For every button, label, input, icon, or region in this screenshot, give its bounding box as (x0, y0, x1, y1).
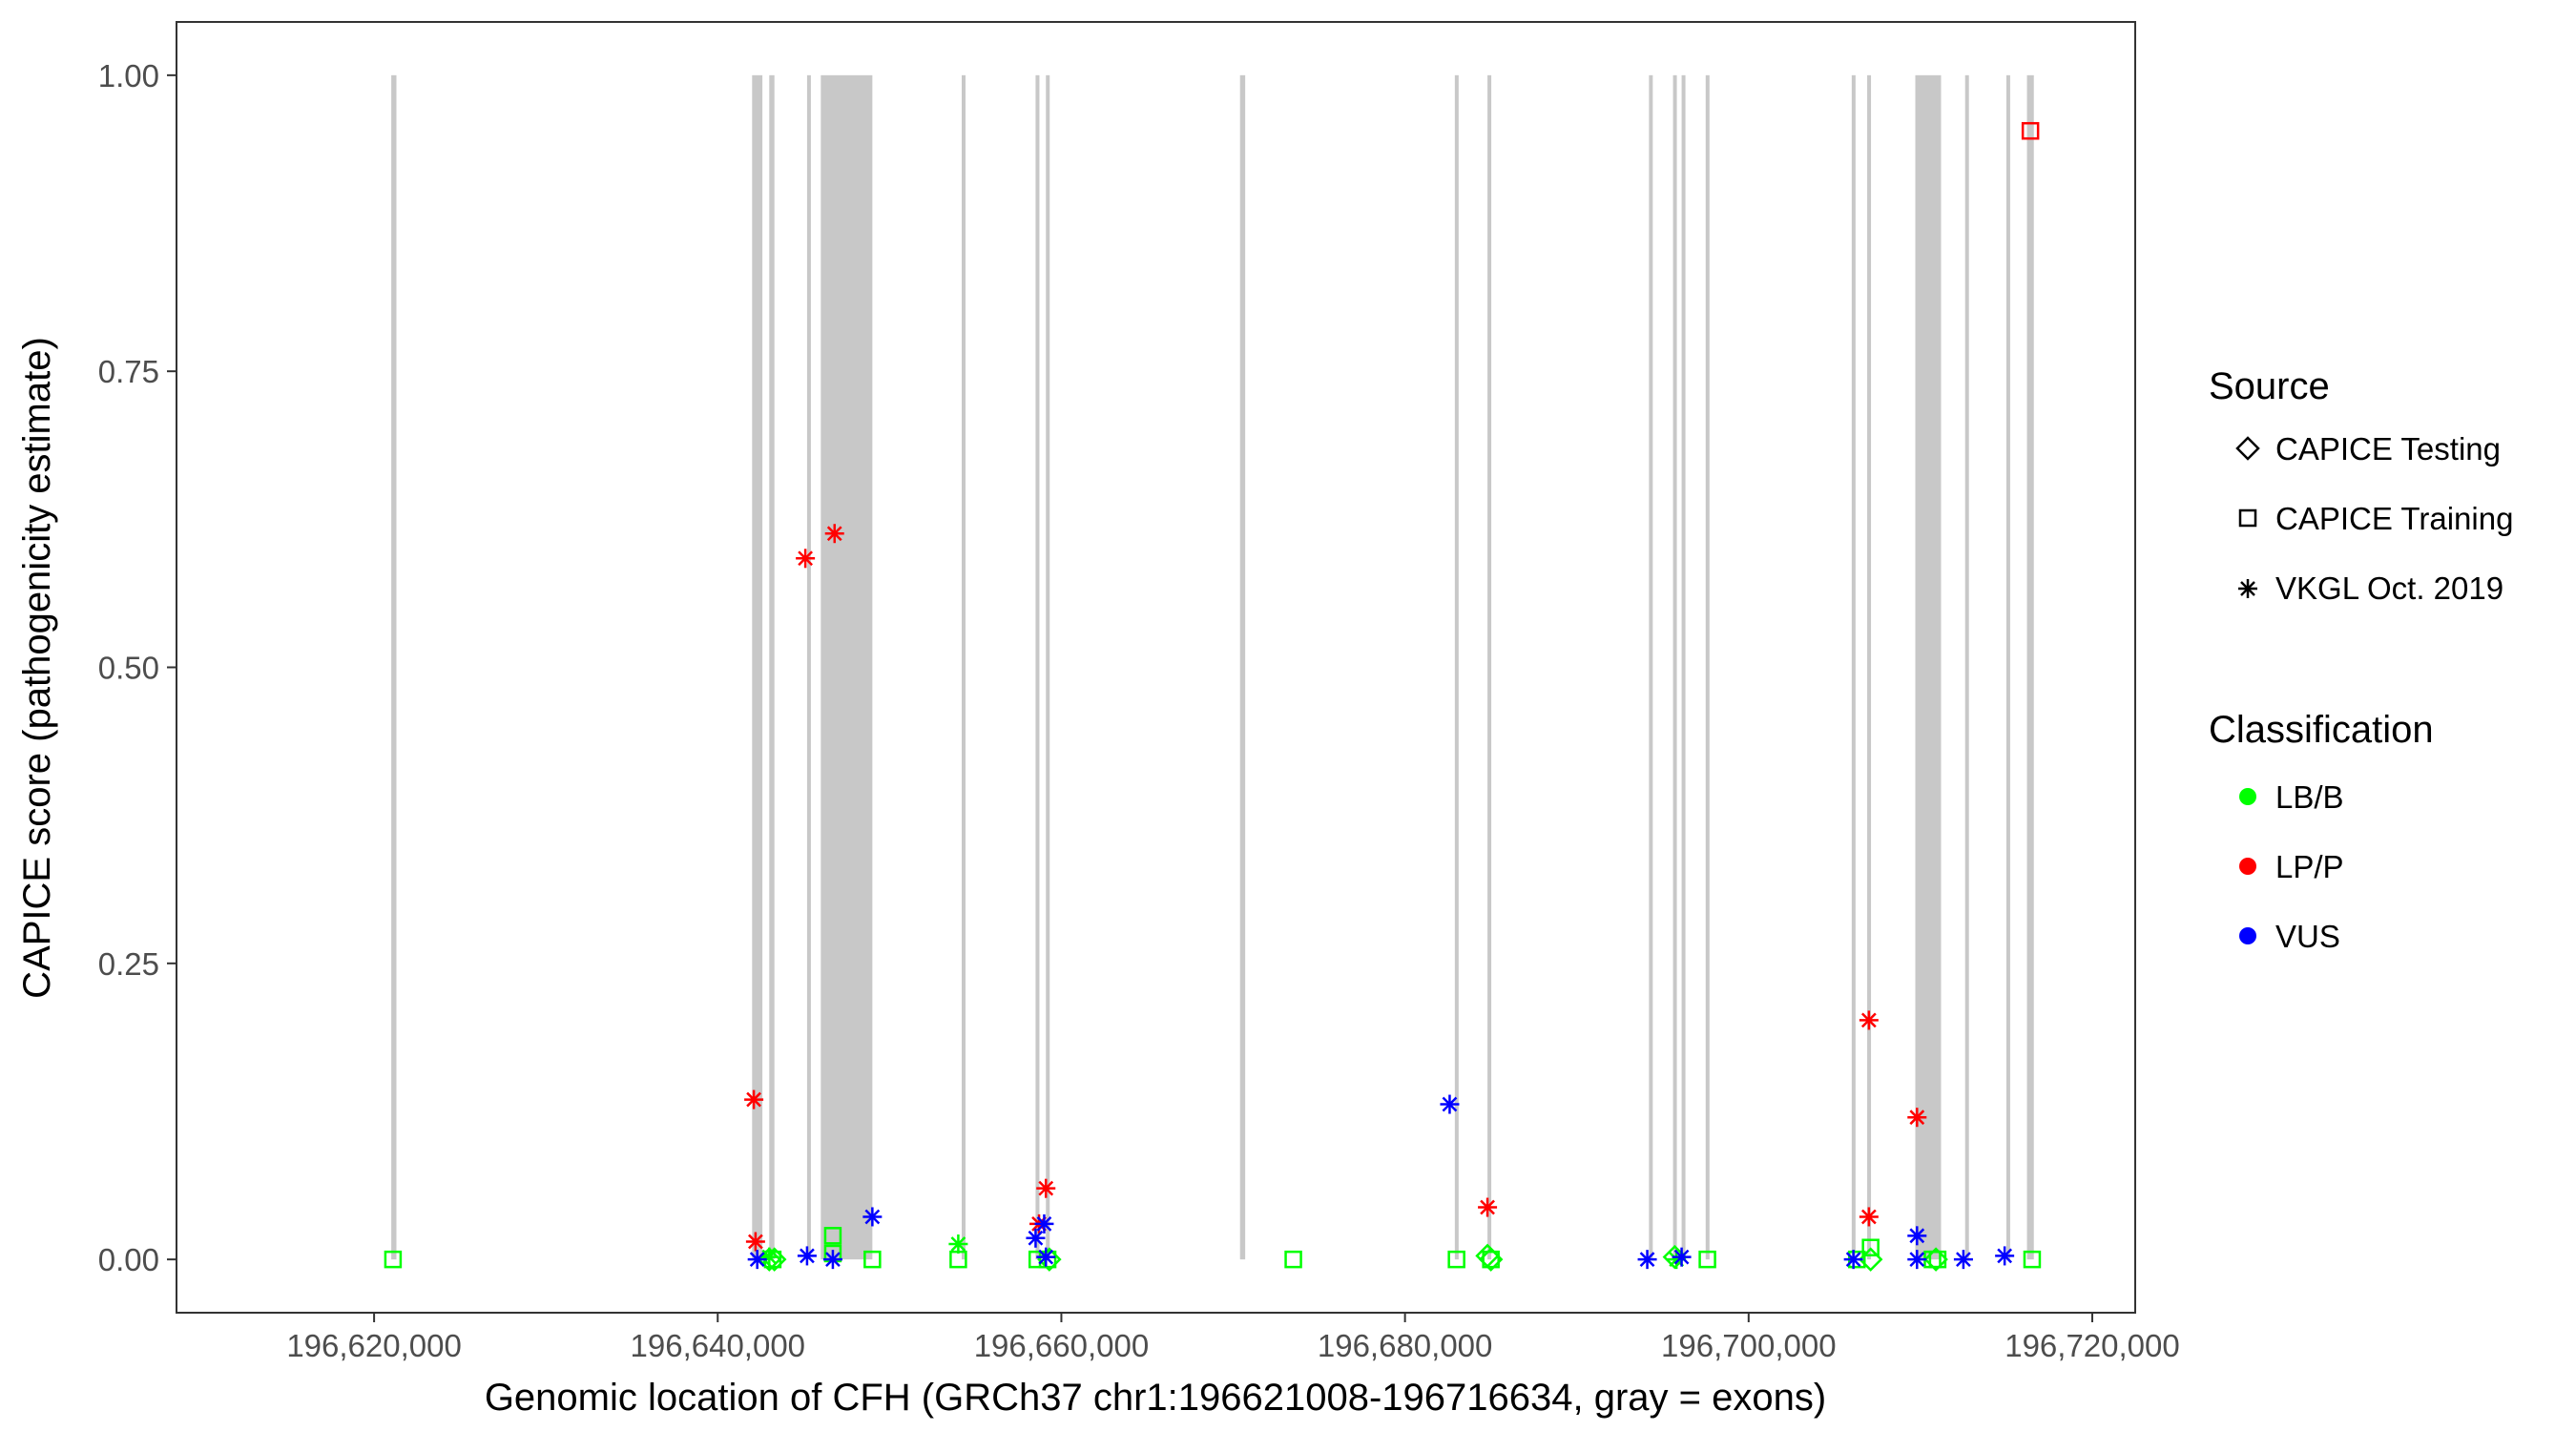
point-vkgl (1843, 1250, 1863, 1270)
exon-band (1035, 74, 1040, 1260)
legend-label-capice-testing: CAPICE Testing (2275, 431, 2501, 467)
data-points (384, 121, 2042, 1272)
point-vkgl (744, 1089, 764, 1110)
exon-bands (391, 74, 2034, 1260)
point-vkgl (1907, 1226, 1927, 1246)
point-vkgl (862, 1207, 883, 1227)
legend-item-lbb: LB/B (2239, 779, 2344, 815)
point-vkgl (1440, 1094, 1460, 1114)
legend-diamond-icon (2235, 436, 2260, 461)
point-vkgl (797, 1246, 817, 1266)
point-training (1861, 1238, 1880, 1256)
point-training (1447, 1250, 1465, 1269)
exon-band (1867, 74, 1872, 1260)
x-tick-label: 196,700,000 (1661, 1328, 1837, 1363)
y-tick-label: 1.00 (98, 58, 159, 93)
point-training (863, 1250, 882, 1269)
exon-band (1705, 74, 1710, 1260)
legend-square-icon (2238, 508, 2257, 528)
exon-band (1487, 74, 1492, 1260)
exon-band (1964, 74, 1969, 1260)
point-vkgl (1672, 1247, 1692, 1267)
x-tick-label: 196,620,000 (286, 1328, 462, 1363)
point-vkgl (759, 1247, 779, 1267)
exon-band (1046, 74, 1050, 1260)
legend-item-vkgl: VKGL Oct. 2019 (2238, 570, 2503, 606)
exon-band (769, 74, 775, 1260)
exon-band (962, 74, 966, 1260)
exon-band (752, 74, 763, 1260)
x-tick-label: 196,640,000 (631, 1328, 806, 1363)
legend-label-vkgl: VKGL Oct. 2019 (2275, 570, 2503, 606)
y-tick-label: 0.50 (98, 651, 159, 686)
point-vkgl (1036, 1178, 1056, 1198)
y-axis-label: CAPICE score (pathogenicity estimate) (16, 337, 58, 999)
x-tick-label: 196,660,000 (974, 1328, 1150, 1363)
point-testing (1923, 1247, 1948, 1272)
exon-band (1915, 74, 1942, 1260)
point-vkgl (1034, 1213, 1054, 1234)
point-training (1284, 1250, 1302, 1269)
x-axis-label: Genomic location of CFH (GRCh37 chr1:196… (485, 1377, 1826, 1419)
point-testing (1478, 1247, 1504, 1272)
point-training (1698, 1250, 1716, 1269)
point-training (2023, 1250, 2042, 1269)
x-tick-label: 196,680,000 (1318, 1328, 1493, 1363)
legend-dot-lbb (2239, 788, 2256, 805)
exon-band (1672, 74, 1677, 1260)
legend: Source CAPICE Testing CAPICE Training VK… (2209, 365, 2513, 954)
point-vkgl (745, 1232, 765, 1252)
legend-item-lpp: LP/P (2239, 849, 2344, 884)
legend-label-vus: VUS (2275, 919, 2340, 954)
point-testing (1858, 1247, 1883, 1272)
point-vkgl (822, 1250, 842, 1270)
legend-label-lpp: LP/P (2275, 849, 2344, 884)
point-training (1482, 1250, 1500, 1269)
legend-label-lbb: LB/B (2275, 779, 2344, 815)
point-vkgl (1478, 1197, 1498, 1217)
point-vkgl (1859, 1010, 1879, 1030)
legend-asterisk-icon (2238, 579, 2257, 598)
point-vkgl (1995, 1246, 2015, 1266)
legend-dot-lpp (2239, 858, 2256, 875)
point-vkgl (1026, 1228, 1046, 1248)
legend-item-capice-testing: CAPICE Testing (2235, 431, 2501, 467)
point-vkgl (1637, 1250, 1657, 1270)
y-tick-label: 0.75 (98, 354, 159, 389)
exon-band (391, 74, 397, 1260)
exon-band (806, 74, 811, 1260)
point-vkgl (1859, 1207, 1879, 1227)
exon-band (2005, 74, 2010, 1260)
point-vkgl (796, 549, 816, 569)
point-vkgl (747, 1250, 767, 1270)
exon-band (1454, 74, 1459, 1260)
point-training (384, 1250, 403, 1269)
legend-title-classification: Classification (2209, 709, 2434, 751)
legend-dot-vus (2239, 927, 2256, 944)
point-training (2021, 121, 2040, 140)
point-vkgl (1907, 1108, 1927, 1128)
point-training (823, 1227, 842, 1245)
exon-band (1851, 74, 1856, 1260)
y-tick-label: 0.25 (98, 946, 159, 982)
exon-band (1239, 74, 1246, 1260)
y-tick-label: 0.00 (98, 1242, 159, 1277)
exon-band (2026, 74, 2034, 1260)
legend-item-vus: VUS (2239, 919, 2340, 954)
exon-band (821, 74, 873, 1260)
exon-band (1649, 74, 1653, 1260)
point-vkgl (1907, 1250, 1927, 1270)
x-tick-label: 196,720,000 (2005, 1328, 2180, 1363)
legend-item-capice-training: CAPICE Training (2238, 501, 2513, 536)
axes: 196,620,000 196,640,000 196,660,000 196,680… (98, 58, 2180, 1363)
point-vkgl (1953, 1250, 1973, 1270)
exon-band (1681, 74, 1686, 1260)
point-vkgl (1036, 1247, 1056, 1267)
legend-title-source: Source (2209, 365, 2330, 407)
point-vkgl (948, 1234, 968, 1255)
point-vkgl (824, 524, 844, 544)
legend-label-capice-training: CAPICE Training (2275, 501, 2513, 536)
